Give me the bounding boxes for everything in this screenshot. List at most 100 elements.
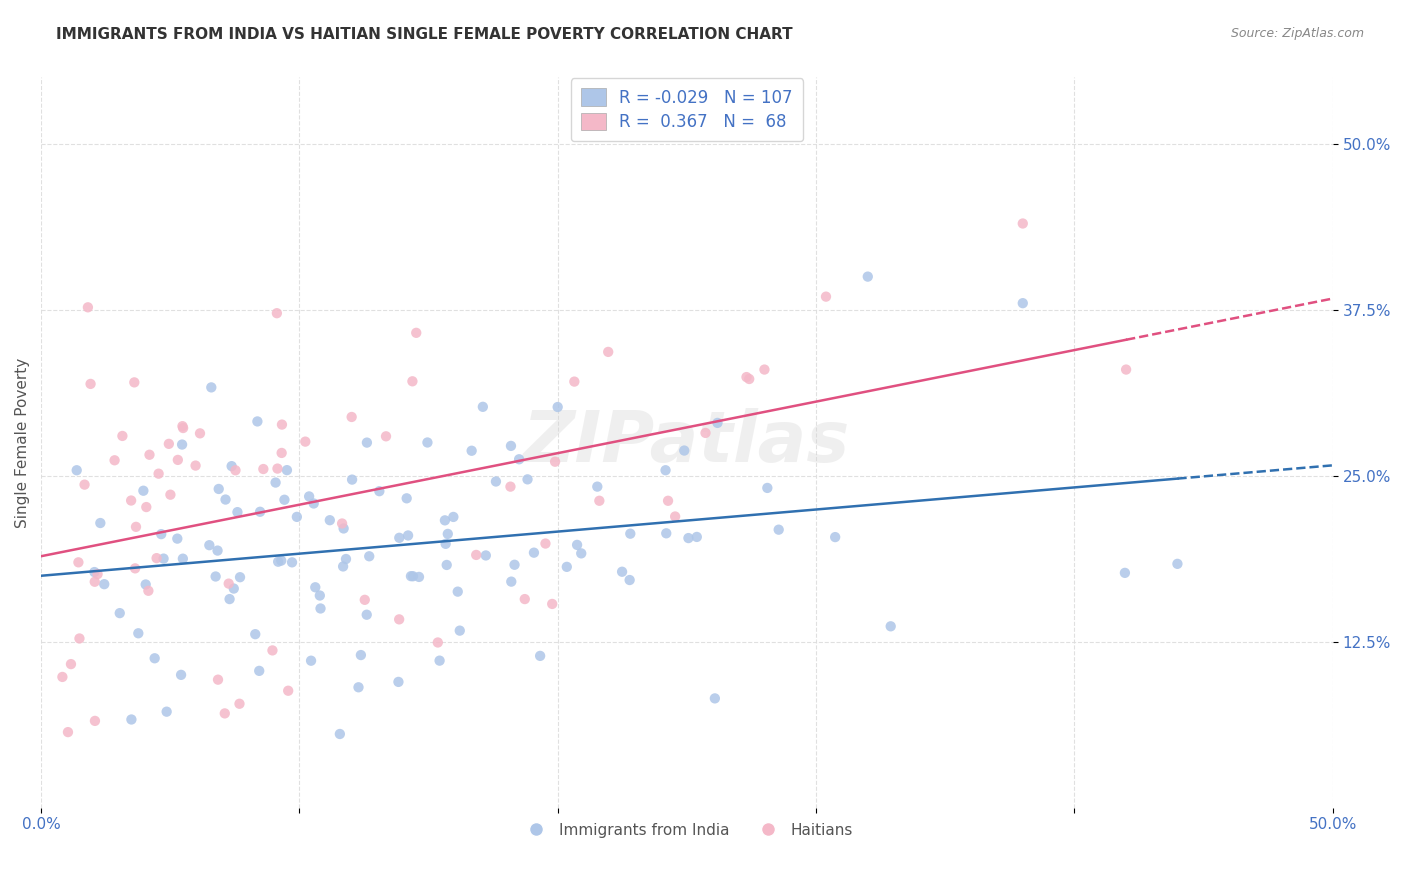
Point: [433, 513, 456, 527]
Point: [824, 530, 846, 544]
Point: [368, 484, 391, 499]
Point: [276, 463, 298, 477]
Point: [703, 691, 725, 706]
Point: [222, 582, 245, 596]
Point: [166, 532, 188, 546]
Text: ZIPatlas: ZIPatlas: [523, 409, 851, 477]
Point: [302, 496, 325, 510]
Point: [229, 570, 252, 584]
Point: [529, 648, 551, 663]
Point: [880, 619, 903, 633]
Point: [86, 567, 108, 582]
Point: [754, 362, 776, 376]
Point: [555, 559, 578, 574]
Point: [501, 574, 523, 589]
Point: [706, 416, 728, 430]
Point: [534, 536, 557, 550]
Point: [188, 426, 211, 441]
Point: [387, 674, 409, 689]
Point: [172, 551, 194, 566]
Point: [330, 516, 353, 531]
Point: [513, 592, 536, 607]
Point: [499, 480, 522, 494]
Point: [267, 555, 290, 569]
Point: [228, 697, 250, 711]
Point: [1114, 566, 1136, 580]
Point: [475, 549, 498, 563]
Point: [125, 520, 148, 534]
Point: [120, 493, 142, 508]
Point: [396, 528, 419, 542]
Point: [262, 643, 284, 657]
Point: [405, 326, 427, 340]
Point: [84, 714, 107, 728]
Point: [281, 555, 304, 569]
Point: [108, 606, 131, 620]
Point: [401, 374, 423, 388]
Point: [200, 380, 222, 394]
Point: [208, 482, 231, 496]
Text: Source: ZipAtlas.com: Source: ZipAtlas.com: [1230, 27, 1364, 40]
Point: [93, 577, 115, 591]
Point: [226, 505, 249, 519]
Point: [508, 452, 530, 467]
Point: [66, 463, 89, 477]
Point: [221, 459, 243, 474]
Point: [304, 580, 326, 594]
Point: [768, 523, 790, 537]
Point: [214, 706, 236, 721]
Point: [77, 301, 100, 315]
Point: [309, 601, 332, 615]
Point: [83, 565, 105, 579]
Point: [673, 443, 696, 458]
Point: [738, 372, 761, 386]
Point: [111, 429, 134, 443]
Point: [350, 648, 373, 662]
Point: [441, 510, 464, 524]
Point: [588, 493, 610, 508]
Point: [429, 654, 451, 668]
Point: [340, 409, 363, 424]
Point: [756, 481, 779, 495]
Point: [135, 500, 157, 514]
Point: [353, 592, 375, 607]
Point: [332, 521, 354, 535]
Point: [132, 483, 155, 498]
Point: [562, 375, 585, 389]
Point: [426, 635, 449, 649]
Point: [150, 527, 173, 541]
Point: [184, 458, 207, 473]
Point: [124, 376, 146, 390]
Point: [266, 306, 288, 320]
Point: [127, 626, 149, 640]
Point: [664, 509, 686, 524]
Point: [172, 421, 194, 435]
Point: [541, 597, 564, 611]
Point: [375, 429, 398, 443]
Point: [51, 670, 73, 684]
Point: [735, 370, 758, 384]
Point: [218, 592, 240, 607]
Point: [610, 565, 633, 579]
Point: [224, 463, 246, 477]
Y-axis label: Single Female Poverty: Single Female Poverty: [15, 358, 30, 528]
Point: [449, 624, 471, 638]
Point: [447, 584, 470, 599]
Point: [619, 573, 641, 587]
Point: [198, 538, 221, 552]
Point: [460, 443, 482, 458]
Point: [79, 376, 101, 391]
Point: [138, 448, 160, 462]
Point: [249, 505, 271, 519]
Point: [329, 727, 352, 741]
Point: [159, 488, 181, 502]
Point: [516, 472, 538, 486]
Text: IMMIGRANTS FROM INDIA VS HAITIAN SINGLE FEMALE POVERTY CORRELATION CHART: IMMIGRANTS FROM INDIA VS HAITIAN SINGLE …: [56, 27, 793, 42]
Point: [207, 543, 229, 558]
Point: [89, 516, 111, 530]
Point: [547, 400, 569, 414]
Point: [436, 558, 458, 572]
Point: [299, 654, 322, 668]
Point: [686, 530, 709, 544]
Point: [218, 576, 240, 591]
